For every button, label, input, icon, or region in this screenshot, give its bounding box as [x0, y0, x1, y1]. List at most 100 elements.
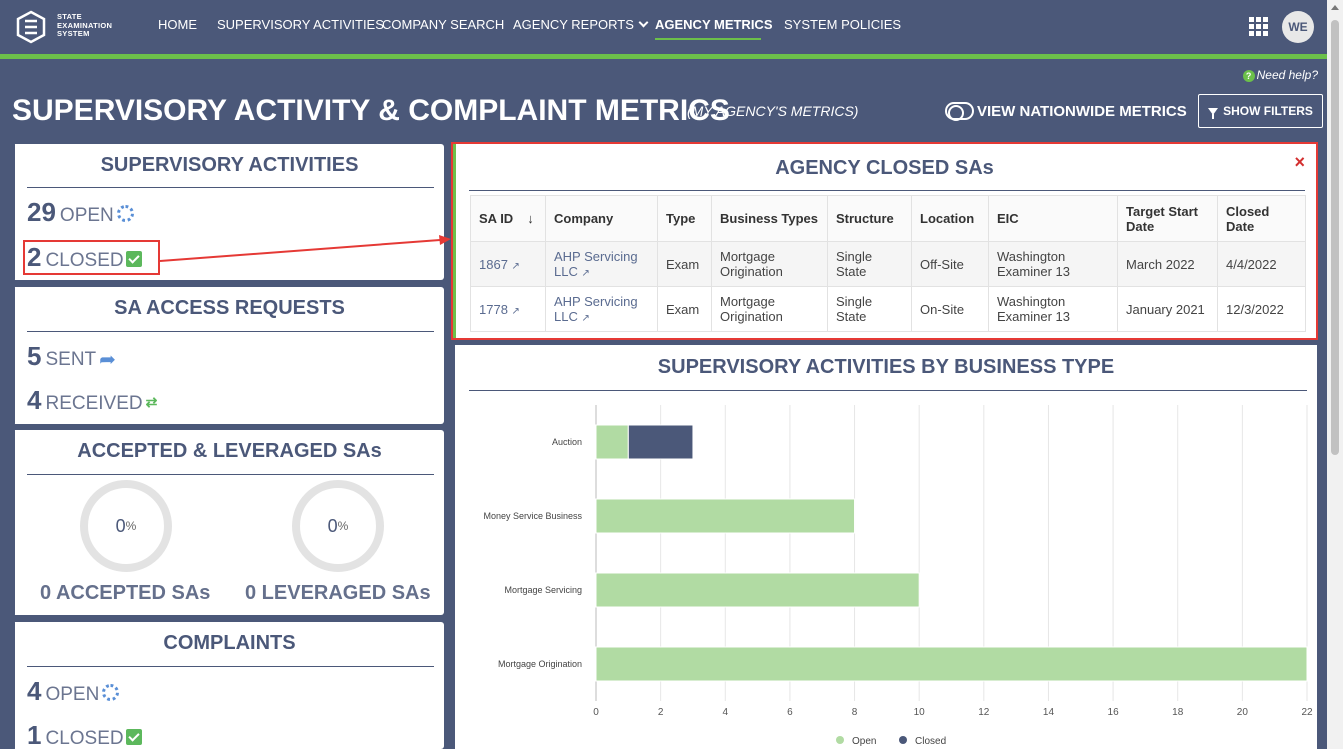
complaints-open-stat[interactable]: 4 OPEN — [27, 676, 120, 707]
open-count: 4 — [27, 676, 42, 706]
nationwide-toggle-label[interactable]: VIEW NATIONWIDE METRICS — [977, 103, 1187, 120]
x-tick-label: 12 — [978, 707, 990, 718]
show-filters-label: SHOW FILTERS — [1223, 104, 1313, 118]
share-arrow-icon: ➦ — [99, 349, 116, 371]
page-scrollbar[interactable] — [1327, 0, 1343, 749]
help-link[interactable]: ? Need help? — [1242, 68, 1318, 82]
accepted-label: 0 ACCEPTED SAs — [40, 582, 211, 604]
column-header-type[interactable]: Type — [657, 195, 712, 242]
x-tick-label: 18 — [1172, 707, 1184, 718]
panel-divider — [469, 190, 1305, 191]
sa-id-link[interactable]: 1867 ↗ — [470, 241, 546, 287]
chevron-down-icon — [638, 17, 649, 28]
card-title: SUPERVISORY ACTIVITIES — [100, 154, 359, 176]
toggle-icon[interactable] — [945, 102, 974, 121]
card-divider — [27, 187, 434, 188]
target-start-date-cell: March 2022 — [1117, 241, 1218, 287]
closed-sas-table: SA ID ↓ Company Type Business Types Struc… — [470, 195, 1306, 332]
card-divider — [27, 666, 434, 667]
legend-marker — [899, 736, 907, 744]
card-divider — [27, 331, 434, 332]
eic-cell: Washington Examiner 13 — [988, 241, 1118, 287]
bar-closed — [627, 424, 694, 460]
column-header-structure[interactable]: Structure — [827, 195, 912, 242]
agency-closed-sas-panel: AGENCY CLOSED SAs × SA ID ↓ Company Type … — [451, 142, 1318, 340]
top-nav: STATE EXAMINATION SYSTEM HOME SUPERVISOR… — [0, 0, 1343, 54]
avatar[interactable]: WE — [1282, 11, 1314, 43]
structure-cell: Single State — [827, 241, 912, 287]
open-stat[interactable]: 29 OPEN — [27, 197, 134, 228]
help-icon: ? — [1242, 70, 1255, 82]
brand-name[interactable]: STATE EXAMINATION SYSTEM — [57, 12, 113, 38]
location-cell: Off-Site — [911, 241, 989, 287]
x-tick-label: 2 — [658, 707, 664, 718]
close-icon[interactable]: × — [1294, 152, 1305, 172]
nav-agency-metrics[interactable]: AGENCY METRICS — [655, 17, 773, 32]
x-tick-label: 10 — [914, 707, 926, 718]
category-label: Auction — [552, 437, 582, 447]
bar-open — [595, 424, 629, 460]
percent-sign: % — [337, 519, 349, 533]
card-title: SA ACCESS REQUESTS — [114, 297, 345, 319]
closed-highlight-box — [23, 240, 160, 275]
legend-marker — [836, 736, 844, 744]
external-link-icon: ↗ — [581, 313, 590, 324]
spinner-icon — [102, 684, 120, 701]
company-value: AHP Servicing LLC — [554, 294, 638, 324]
column-header-location[interactable]: Location — [911, 195, 989, 242]
brand-logo-icon[interactable] — [13, 9, 49, 45]
nav-accent-bar — [0, 54, 1343, 59]
checkmark-icon — [125, 251, 142, 267]
business-types-cell: Mortgage Origination — [711, 286, 828, 332]
bar-open — [595, 498, 856, 534]
x-tick-label: 8 — [852, 707, 858, 718]
complaints-closed-stat[interactable]: 1 CLOSED — [27, 720, 142, 749]
column-header-closed-date[interactable]: Closed Date — [1217, 195, 1306, 242]
table-row: 1867 ↗ AHP Servicing LLC ↗ Exam Mortgage… — [470, 241, 1306, 287]
open-count: 29 — [27, 197, 56, 227]
closed-label: CLOSED — [45, 250, 124, 271]
sent-stat[interactable]: 5 SENT ➦ — [27, 341, 116, 372]
leveraged-percent: 0 — [327, 515, 338, 536]
scroll-up-icon[interactable] — [1331, 5, 1339, 10]
closed-stat[interactable]: 2 CLOSED — [27, 242, 142, 273]
panel-title: AGENCY CLOSED SAs — [775, 157, 994, 179]
column-header-eic[interactable]: EIC — [988, 195, 1118, 242]
column-header-sa-id[interactable]: SA ID ↓ — [470, 195, 546, 242]
closed-date-cell: 12/3/2022 — [1217, 286, 1306, 332]
percent-sign: % — [125, 519, 137, 533]
external-link-icon: ↗ — [511, 260, 520, 272]
business-types-cell: Mortgage Origination — [711, 241, 828, 287]
nav-system-policies[interactable]: SYSTEM POLICIES — [784, 17, 902, 32]
app-grid-icon[interactable] — [1249, 17, 1268, 36]
company-link[interactable]: AHP Servicing LLC ↗ — [545, 241, 658, 287]
structure-cell: Single State — [827, 286, 912, 332]
x-tick-label: 14 — [1043, 707, 1055, 718]
accepted-donut: 0% — [80, 480, 172, 572]
nav-agency-reports[interactable]: AGENCY REPORTS — [513, 17, 649, 32]
nav-home[interactable]: HOME — [158, 17, 197, 32]
sa-id-value: 1867 — [479, 256, 508, 272]
closed-date-cell: 4/4/2022 — [1217, 241, 1306, 287]
sa-id-value: 1778 — [479, 301, 508, 317]
company-value: AHP Servicing LLC — [554, 249, 638, 279]
received-stat[interactable]: 4 RECEIVED ⇄ — [27, 385, 157, 416]
nav-agency-reports-label: AGENCY REPORTS — [513, 17, 634, 32]
sa-id-header-label: SA ID — [479, 211, 514, 226]
company-link[interactable]: AHP Servicing LLC ↗ — [545, 286, 658, 332]
column-header-business-types[interactable]: Business Types — [711, 195, 828, 242]
nav-company-search[interactable]: COMPANY SEARCH — [382, 17, 505, 32]
table-header-row: SA ID ↓ Company Type Business Types Struc… — [470, 195, 1306, 242]
x-tick-label: 0 — [593, 707, 599, 718]
sent-count: 5 — [27, 341, 42, 371]
column-header-target-start-date[interactable]: Target Start Date — [1117, 195, 1218, 242]
show-filters-button[interactable]: SHOW FILTERS — [1198, 94, 1323, 128]
chart-title: SUPERVISORY ACTIVITIES BY BUSINESS TYPE — [657, 356, 1115, 378]
sa-id-link[interactable]: 1778 ↗ — [470, 286, 546, 332]
checkmark-icon — [125, 729, 142, 745]
nav-supervisory-activities[interactable]: SUPERVISORY ACTIVITIES — [217, 17, 384, 32]
legend-label: Open — [852, 736, 876, 747]
filter-icon — [1208, 107, 1219, 119]
column-header-company[interactable]: Company — [545, 195, 658, 242]
scrollbar-thumb[interactable] — [1331, 20, 1339, 455]
